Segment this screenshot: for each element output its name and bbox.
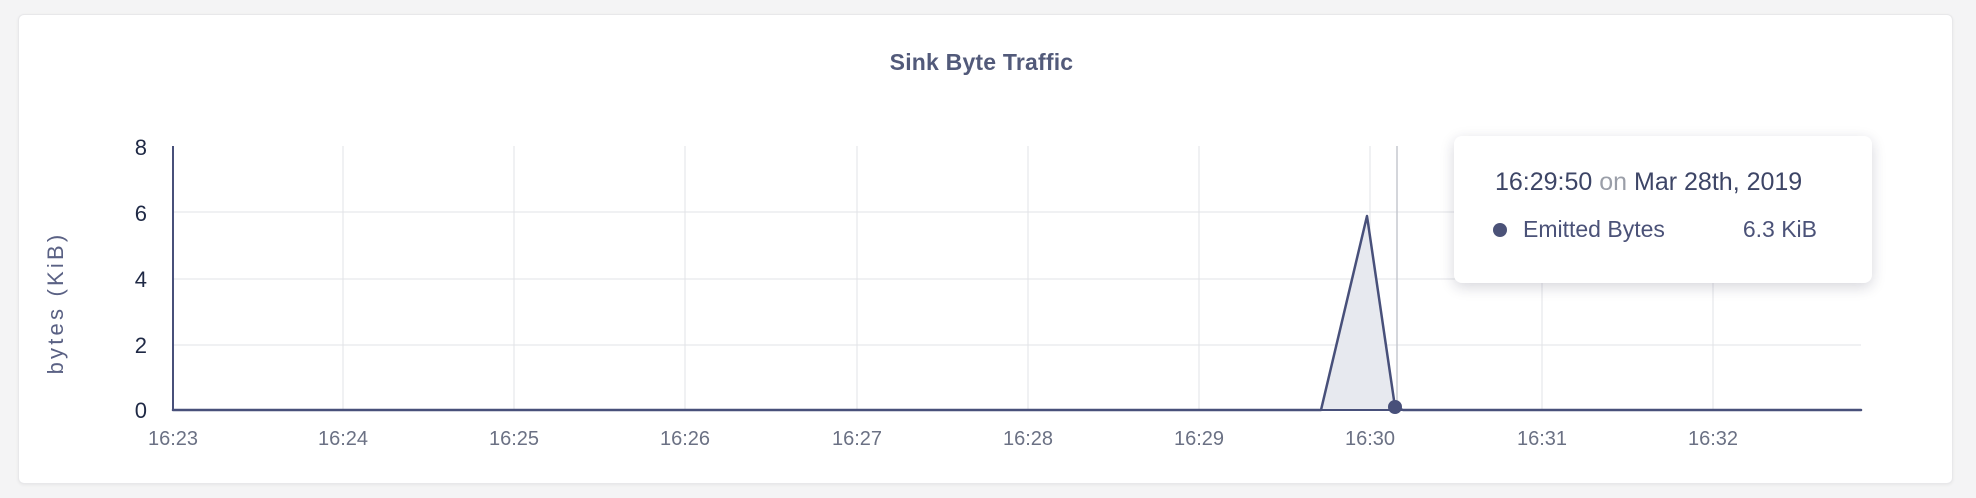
svg-text:16:26: 16:26	[660, 428, 710, 450]
svg-text:bytes (KiB): bytes (KiB)	[43, 232, 68, 375]
svg-text:4: 4	[135, 267, 147, 292]
svg-text:2: 2	[135, 333, 147, 358]
svg-text:16:25: 16:25	[489, 428, 539, 450]
svg-text:6: 6	[135, 201, 147, 226]
svg-text:16:28: 16:28	[1003, 428, 1053, 450]
svg-text:16:27: 16:27	[832, 428, 882, 450]
svg-text:16:23: 16:23	[148, 428, 198, 450]
svg-text:8: 8	[135, 135, 147, 160]
svg-text:16:32: 16:32	[1688, 428, 1738, 450]
svg-text:16:29: 16:29	[1174, 428, 1224, 450]
svg-text:16:24: 16:24	[318, 428, 368, 450]
svg-text:0: 0	[135, 398, 147, 423]
svg-text:16:31: 16:31	[1517, 428, 1567, 450]
svg-text:16:30: 16:30	[1345, 428, 1395, 450]
